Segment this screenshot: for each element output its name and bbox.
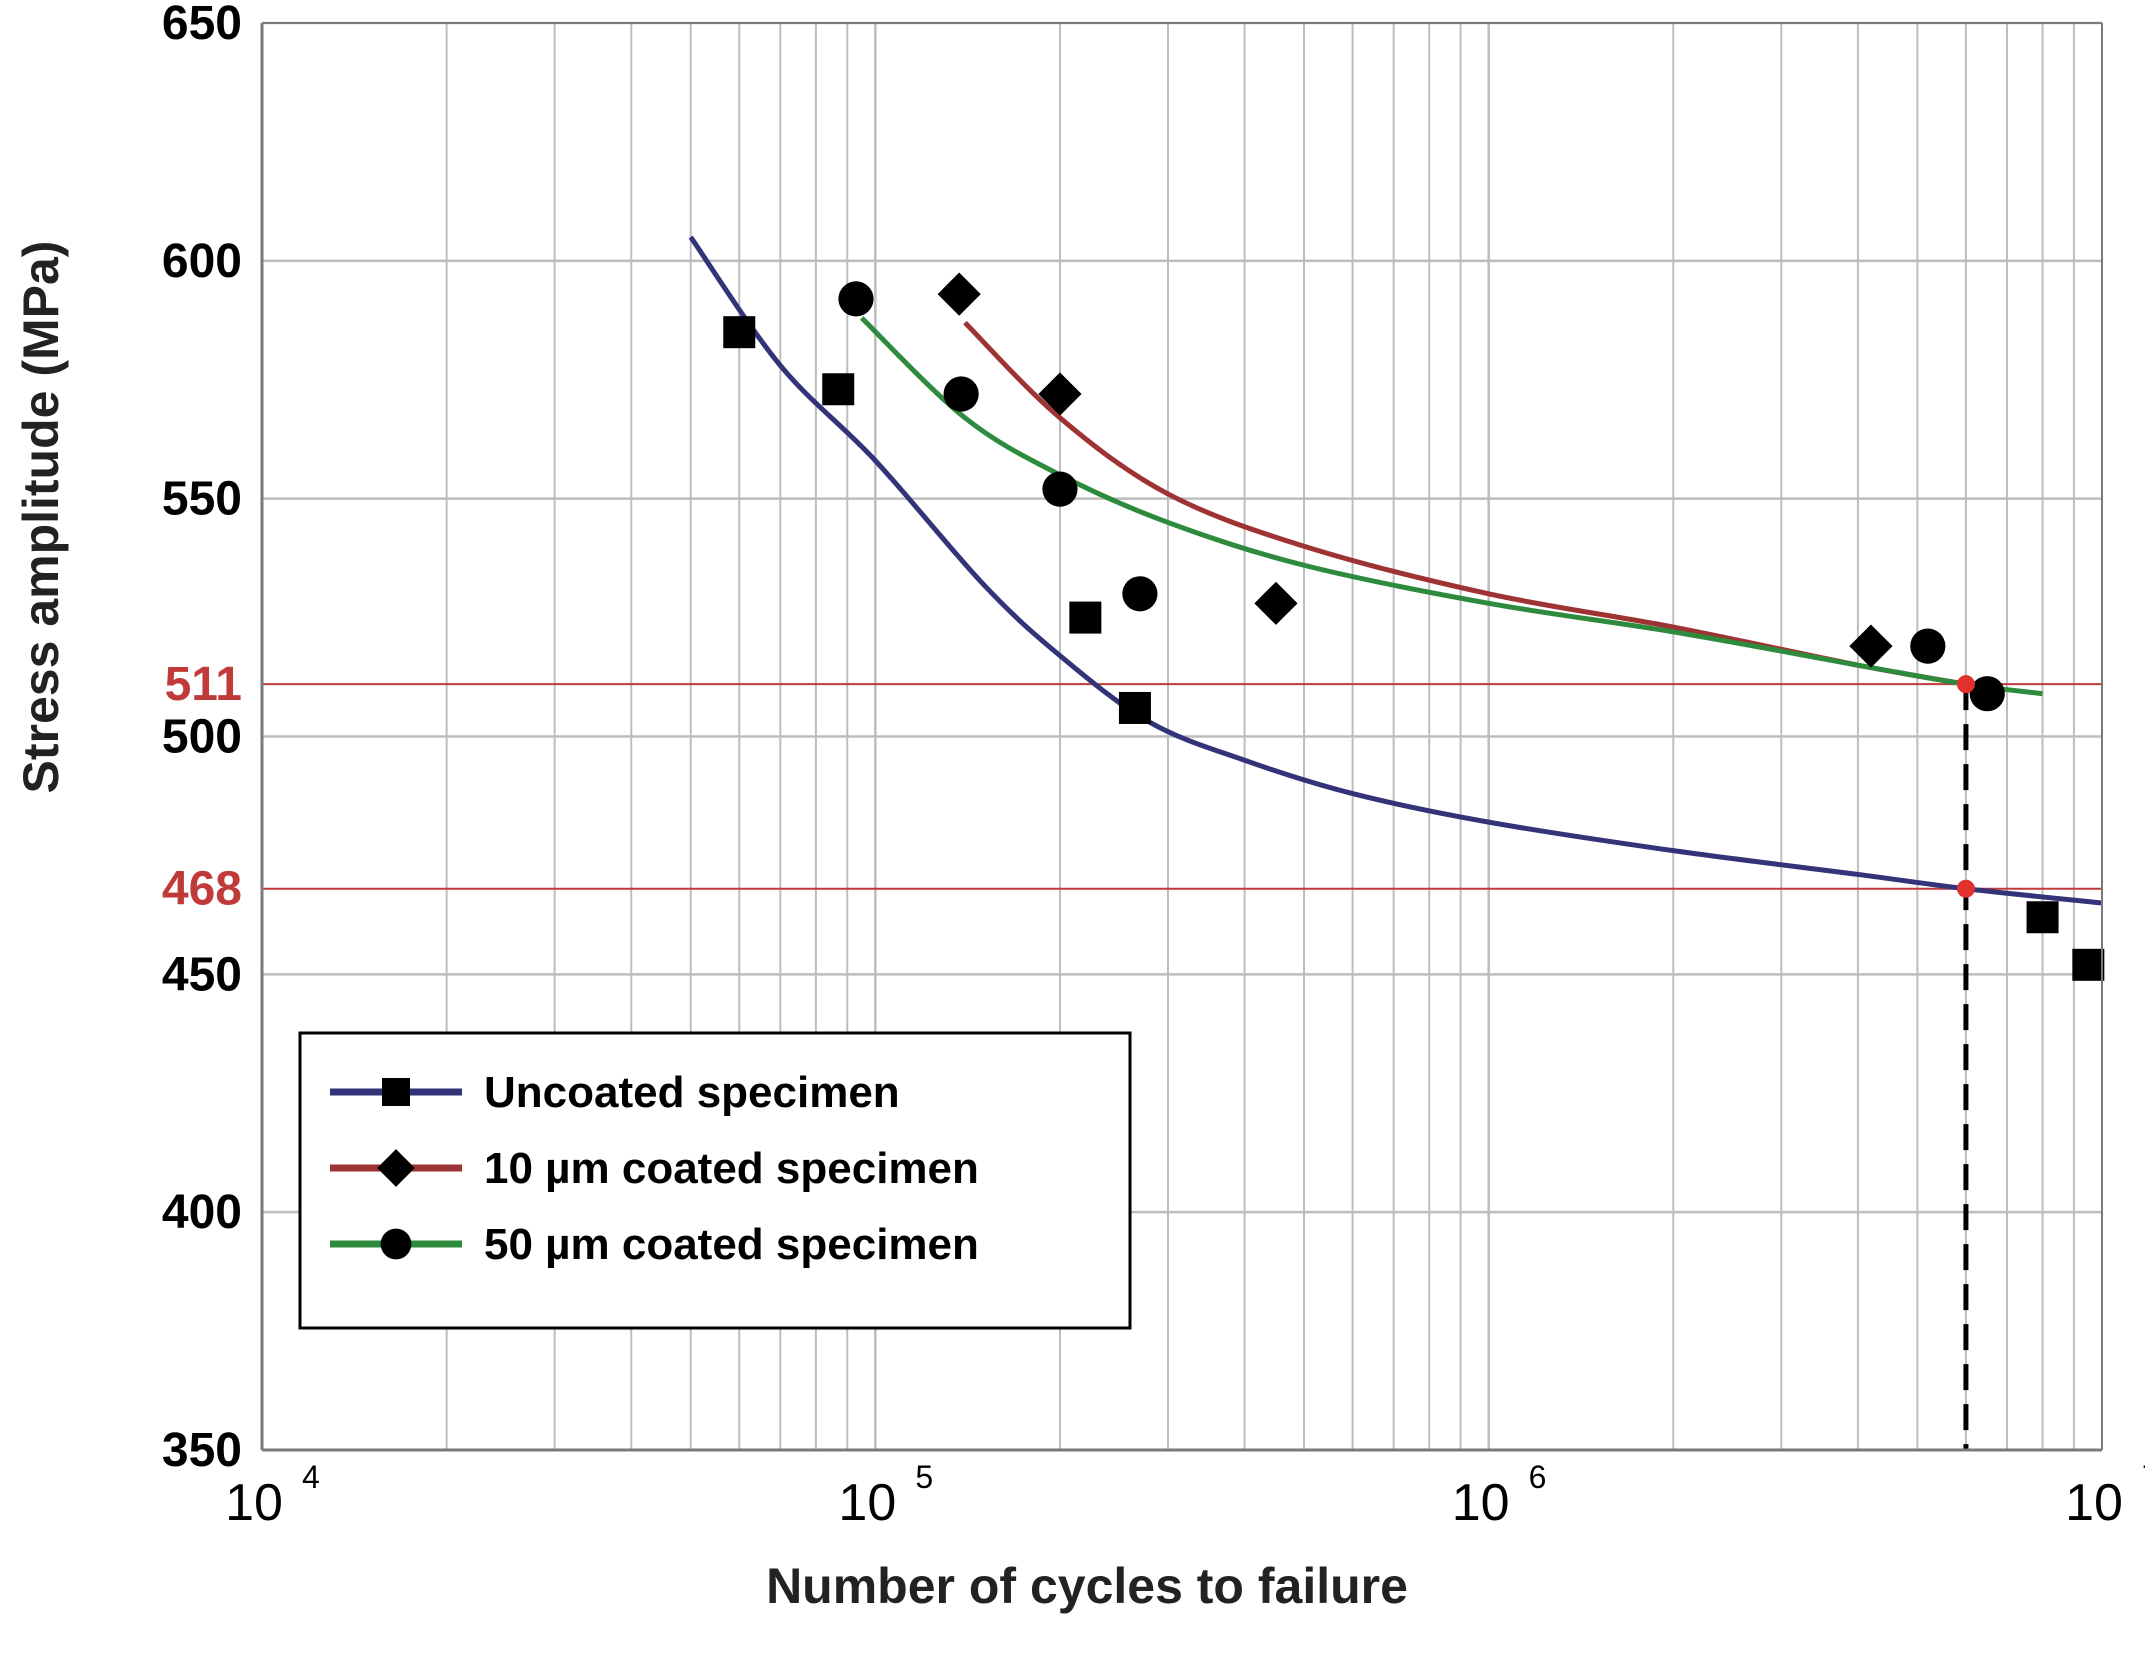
x-tick-exponent: 4 [302, 1459, 320, 1495]
curve-square [688, 235, 2103, 906]
y-axis-label: Stress amplitude (MPa) [13, 241, 69, 794]
marker-circle [1969, 676, 2005, 712]
fit-curves [688, 235, 2103, 906]
axes [260, 22, 2103, 1452]
y-tick-label: 600 [162, 235, 242, 288]
legend-items: Uncoated specimen 10 µm coated specimen 50… [330, 1068, 979, 1269]
x-tick-label: 10 [838, 1474, 896, 1532]
y-tick-label: 350 [162, 1424, 242, 1477]
x-tick-label: 10 [225, 1474, 283, 1532]
curve-circle [859, 316, 2043, 697]
marker-square [2026, 901, 2059, 934]
x-tick-exponent: 6 [1529, 1459, 1547, 1495]
legend-label: 10 µm coated specimen [484, 1144, 979, 1193]
marker-circle [1122, 576, 1158, 612]
reference-label: 468 [162, 863, 242, 916]
marker-square [822, 373, 855, 406]
x-tick-label: 10 [1452, 1474, 1510, 1532]
marker-square [723, 316, 756, 349]
reference-lines [262, 683, 2102, 1450]
intersection-point [1956, 675, 1975, 694]
x-axis-label: Number of cycles to failure [766, 1558, 1408, 1614]
y-tick-label: 550 [162, 473, 242, 526]
marker-square [2072, 948, 2105, 981]
legend-marker-circle [380, 1228, 412, 1260]
data-markers [723, 272, 2105, 981]
tick-labels: 350 400 450 500 550 600 650 10 4 10 5 10 6 10 7 511 468 [162, 0, 2145, 1532]
marker-diamond [1038, 372, 1082, 416]
marker-diamond [1849, 624, 1893, 668]
legend: Uncoated specimen 10 µm coated specimen 50… [298, 1031, 1132, 1330]
intersection-point [1956, 879, 1975, 898]
marker-diamond [1254, 581, 1298, 625]
legend-label: 50 µm coated specimen [484, 1220, 979, 1269]
legend-label: Uncoated specimen [484, 1068, 900, 1117]
legend-marker-square [382, 1078, 410, 1106]
x-tick-exponent: 7 [2142, 1459, 2145, 1495]
legend-box [298, 1031, 1132, 1330]
marker-circle [1910, 628, 1946, 664]
y-tick-label: 400 [162, 1186, 242, 1239]
marker-square [1118, 691, 1151, 724]
reference-label: 511 [165, 658, 242, 711]
y-tick-label: 650 [162, 0, 242, 50]
y-tick-label: 450 [162, 948, 242, 1001]
x-tick-exponent: 5 [915, 1459, 933, 1495]
y-tick-label: 500 [162, 711, 242, 764]
marker-circle [838, 281, 874, 317]
marker-circle [1042, 471, 1078, 507]
marker-diamond [937, 272, 981, 316]
marker-circle [943, 376, 979, 412]
marker-square [1069, 601, 1102, 634]
legend-marker-diamond [377, 1149, 415, 1187]
x-tick-label: 10 [2065, 1474, 2123, 1532]
